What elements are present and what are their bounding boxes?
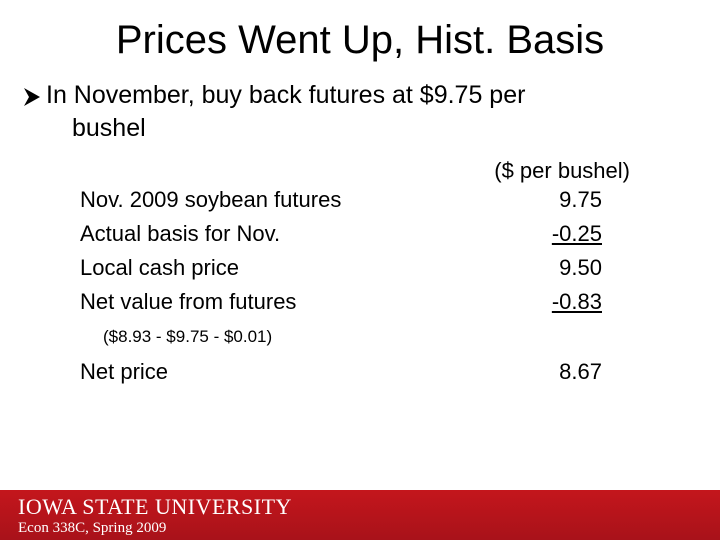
row-label: Actual basis for Nov. — [80, 221, 281, 246]
total-value: 8.67 — [559, 359, 602, 384]
row-value: 9.50 — [559, 255, 602, 280]
row-label: Nov. 2009 soybean futures — [80, 187, 342, 212]
row-value: -0.83 — [551, 289, 602, 314]
calc-note: ($8.93 - $9.75 - $0.01) — [103, 327, 273, 346]
row-value: -0.25 — [551, 221, 602, 246]
column-header: ($ per bushel) — [494, 158, 630, 183]
bullet-arrow — [24, 88, 40, 106]
bullet-text: In November, buy back futures at $9.75 p… — [46, 81, 526, 109]
slide-title: Prices Went Up, Hist. Basis — [115, 18, 605, 62]
university-name: IOWA STATE UNIVERSITY — [18, 494, 292, 519]
row-value: 9.75 — [559, 187, 602, 212]
footer-bar — [0, 490, 720, 540]
course-name: Econ 338C, Spring 2009 — [18, 520, 167, 536]
row-label: Local cash price — [80, 255, 239, 280]
bullet-text: bushel — [72, 114, 146, 142]
total-label: Net price — [80, 359, 169, 384]
row-label: Net value from futures — [80, 289, 297, 314]
